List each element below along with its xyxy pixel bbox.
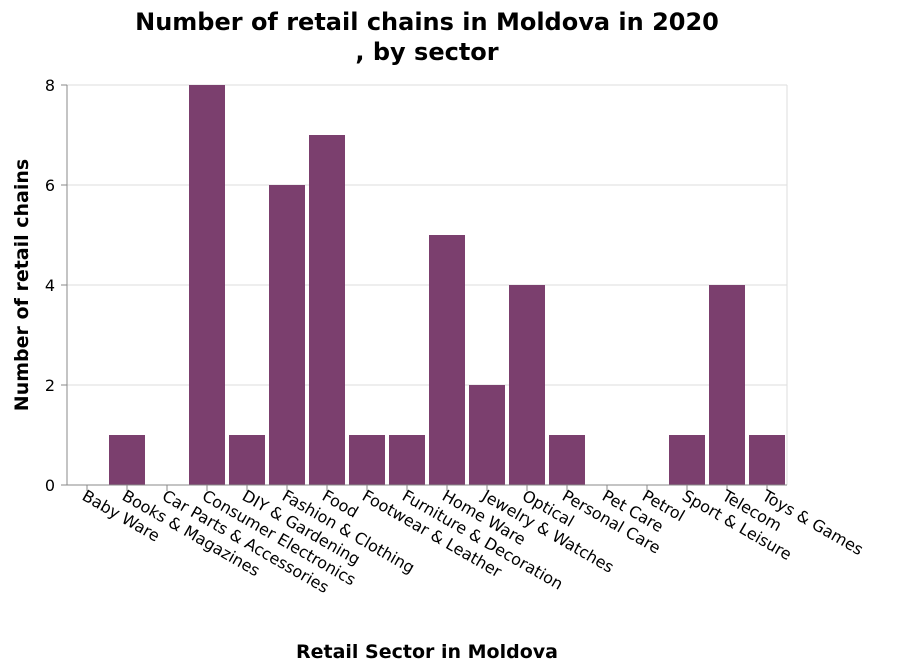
bar xyxy=(749,435,785,485)
bar xyxy=(349,435,385,485)
bar xyxy=(469,385,505,485)
bar xyxy=(309,135,345,485)
bar xyxy=(429,235,465,485)
x-axis-title: Retail Sector in Moldova xyxy=(296,641,558,663)
bar xyxy=(269,185,305,485)
bar xyxy=(109,435,145,485)
gridlines xyxy=(67,84,788,486)
bar xyxy=(709,285,745,485)
y-axis-title: Number of retail chains xyxy=(11,159,33,411)
bar xyxy=(509,285,545,485)
y-tick-label: 4 xyxy=(45,276,55,295)
bar xyxy=(549,435,585,485)
chart-title-line-2: , by sector xyxy=(355,38,498,66)
y-tick-label: 0 xyxy=(45,476,55,495)
bar xyxy=(669,435,705,485)
y-tick-label: 2 xyxy=(45,376,55,395)
bar xyxy=(189,85,225,485)
bars xyxy=(109,85,785,485)
bar xyxy=(229,435,265,485)
y-tick-label: 8 xyxy=(45,76,55,95)
chart-title-line-1: Number of retail chains in Moldova in 20… xyxy=(135,8,719,36)
y-tick-label: 6 xyxy=(45,176,55,195)
bar xyxy=(389,435,425,485)
